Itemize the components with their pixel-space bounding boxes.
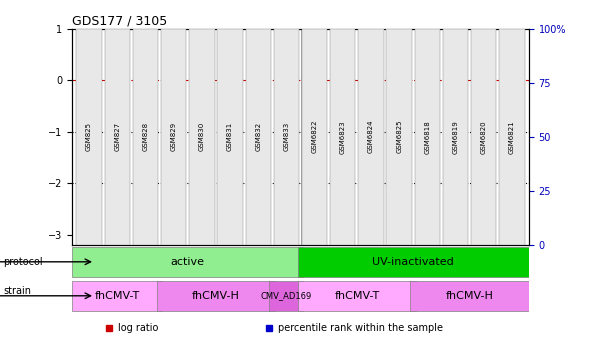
Text: GSM829: GSM829: [171, 122, 177, 151]
FancyBboxPatch shape: [133, 29, 158, 245]
Bar: [279, 80, 293, 86]
FancyBboxPatch shape: [269, 281, 304, 311]
Text: GDS177 / 3105: GDS177 / 3105: [72, 14, 167, 27]
Text: GSM6818: GSM6818: [424, 120, 430, 154]
Text: protocol: protocol: [3, 257, 43, 267]
Text: GSM6822: GSM6822: [311, 120, 317, 154]
Text: fhCMV-H: fhCMV-H: [446, 291, 493, 301]
Text: GSM828: GSM828: [142, 122, 148, 151]
FancyBboxPatch shape: [443, 29, 468, 245]
Text: GSM832: GSM832: [255, 122, 261, 151]
Text: GSM833: GSM833: [284, 122, 290, 151]
Text: fhCMV-T: fhCMV-T: [334, 291, 379, 301]
FancyBboxPatch shape: [72, 247, 304, 277]
FancyBboxPatch shape: [302, 29, 328, 245]
FancyBboxPatch shape: [105, 29, 130, 245]
FancyBboxPatch shape: [471, 29, 496, 245]
Bar: [477, 80, 491, 165]
Text: percentile rank within the sample: percentile rank within the sample: [278, 323, 443, 333]
Text: fhCMV-T: fhCMV-T: [94, 291, 140, 301]
Bar: [195, 76, 209, 80]
Bar: [392, 80, 406, 114]
FancyBboxPatch shape: [273, 29, 299, 245]
FancyBboxPatch shape: [246, 29, 271, 245]
Text: GSM825: GSM825: [86, 122, 92, 151]
Bar: [138, 80, 153, 109]
Text: GSM6821: GSM6821: [509, 120, 515, 154]
Text: UV-inactivated: UV-inactivated: [373, 257, 454, 267]
FancyBboxPatch shape: [410, 281, 529, 311]
Text: GSM6824: GSM6824: [368, 120, 374, 154]
Text: fhCMV-H: fhCMV-H: [192, 291, 240, 301]
FancyBboxPatch shape: [297, 281, 416, 311]
Text: GSM6823: GSM6823: [340, 120, 346, 154]
Text: GSM827: GSM827: [114, 122, 120, 151]
Text: CMV_AD169: CMV_AD169: [261, 291, 312, 300]
FancyBboxPatch shape: [157, 281, 275, 311]
Bar: [82, 80, 96, 98]
Bar: [308, 80, 322, 142]
Text: GSM830: GSM830: [199, 122, 205, 151]
Text: GSM831: GSM831: [227, 122, 233, 151]
FancyBboxPatch shape: [358, 29, 383, 245]
Text: GSM6825: GSM6825: [396, 120, 402, 154]
Bar: [166, 80, 181, 89]
Bar: [364, 80, 378, 209]
Text: GSM6819: GSM6819: [453, 120, 459, 154]
FancyBboxPatch shape: [218, 29, 243, 245]
Text: strain: strain: [3, 286, 31, 296]
Bar: [448, 80, 463, 106]
FancyBboxPatch shape: [76, 29, 102, 245]
FancyBboxPatch shape: [499, 29, 525, 245]
FancyBboxPatch shape: [189, 29, 215, 245]
FancyBboxPatch shape: [330, 29, 355, 245]
FancyBboxPatch shape: [386, 29, 412, 245]
Text: log ratio: log ratio: [118, 323, 158, 333]
FancyBboxPatch shape: [72, 281, 162, 311]
Text: active: active: [171, 257, 205, 267]
FancyBboxPatch shape: [161, 29, 186, 245]
Bar: [336, 46, 350, 80]
Text: GSM6820: GSM6820: [481, 120, 487, 154]
Bar: [505, 80, 519, 170]
FancyBboxPatch shape: [415, 29, 440, 245]
FancyBboxPatch shape: [297, 247, 529, 277]
Bar: [420, 80, 435, 85]
